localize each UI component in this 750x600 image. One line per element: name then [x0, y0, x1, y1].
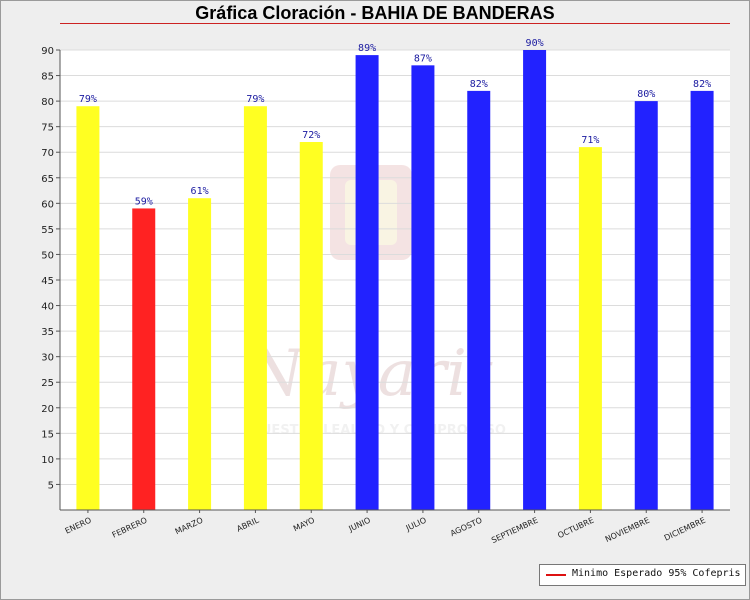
- x-tick-label: MARZO: [174, 516, 205, 537]
- bar-abril: [243, 106, 267, 510]
- bar-octubre: [578, 147, 602, 510]
- y-tick-label: 30: [41, 353, 54, 364]
- data-label-febrero: 59%: [135, 196, 153, 207]
- x-tick-label: OCTUBRE: [556, 516, 595, 541]
- y-axis: 5 10 15 20 25 30 35 40 45 50 55 60 65 70 75 80 85 90: [41, 46, 61, 510]
- data-label-marzo: 61%: [191, 186, 209, 197]
- bars: [76, 50, 714, 510]
- y-tick-label: 50: [41, 250, 54, 261]
- legend-label-minimo: Minimo Esperado 95% Cofepris: [572, 568, 741, 579]
- data-label-mayo: 72%: [302, 130, 320, 141]
- bar-enero: [76, 106, 100, 510]
- y-tick-label: 15: [41, 429, 54, 440]
- title-rule: [60, 23, 730, 24]
- bar-diciembre: [690, 90, 714, 510]
- y-tick-label: 40: [41, 302, 54, 313]
- y-tick-label: 70: [41, 148, 54, 159]
- legend: Minimo Esperado 95% Cofepris: [539, 564, 746, 586]
- x-tick-label: JUNIO: [347, 516, 372, 534]
- x-tick-label: ENERO: [64, 516, 93, 536]
- bar-septiembre: [523, 50, 547, 510]
- bar-junio: [355, 55, 379, 510]
- data-label-junio: 89%: [358, 43, 376, 54]
- x-tick-label: MAYO: [292, 516, 316, 534]
- y-tick-label: 85: [41, 72, 54, 83]
- x-tick-label: AGOSTO: [449, 516, 484, 539]
- y-tick-label: 20: [41, 404, 54, 415]
- legend-swatch-minimo: [546, 574, 566, 576]
- y-tick-label: 90: [41, 46, 54, 57]
- y-tick-label: 45: [41, 276, 54, 287]
- chart-title: Gráfica Cloración - BAHIA DE BANDERAS: [195, 3, 555, 23]
- data-label-diciembre: 82%: [693, 79, 711, 90]
- data-label-julio: 87%: [414, 53, 432, 64]
- x-tick-label: SEPTIEMBRE: [490, 516, 539, 545]
- x-axis: ENERO FEBRERO MARZO ABRIL MAYO JUNIO JULIO AGOS…: [60, 509, 730, 545]
- x-tick-label: NOVIEMBRE: [604, 516, 651, 544]
- x-tick-label: FEBRERO: [111, 516, 149, 540]
- x-tick-label: JULIO: [404, 516, 428, 534]
- y-tick-label: 75: [41, 123, 54, 134]
- bar-noviembre: [634, 101, 658, 510]
- bar-febrero: [132, 208, 156, 510]
- data-labels: 79% 59% 61% 79% 72% 89% 87% 82% 90% 71% 80% 82%: [79, 38, 711, 207]
- grid-lines: [60, 49, 730, 485]
- bar-julio: [411, 65, 435, 510]
- data-label-enero: 79%: [79, 94, 97, 105]
- y-tick-label: 80: [41, 97, 54, 108]
- bar-mayo: [299, 142, 323, 510]
- y-tick-label: 10: [41, 455, 54, 466]
- x-tick-label: ABRIL: [235, 515, 260, 533]
- data-label-septiembre: 90%: [526, 38, 544, 49]
- y-tick-label: 35: [41, 327, 54, 338]
- y-tick-label: 60: [41, 199, 54, 210]
- data-label-abril: 79%: [246, 94, 264, 105]
- y-tick-label: 5: [48, 480, 54, 491]
- bar-agosto: [467, 90, 491, 510]
- y-tick-label: 25: [41, 378, 54, 389]
- y-tick-label: 65: [41, 174, 54, 185]
- data-label-noviembre: 80%: [637, 89, 655, 100]
- bar-marzo: [188, 198, 212, 510]
- data-label-agosto: 82%: [470, 79, 488, 90]
- x-tick-label: DICIEMBRE: [663, 516, 707, 543]
- y-tick-label: 55: [41, 225, 54, 236]
- data-label-octubre: 71%: [581, 135, 599, 146]
